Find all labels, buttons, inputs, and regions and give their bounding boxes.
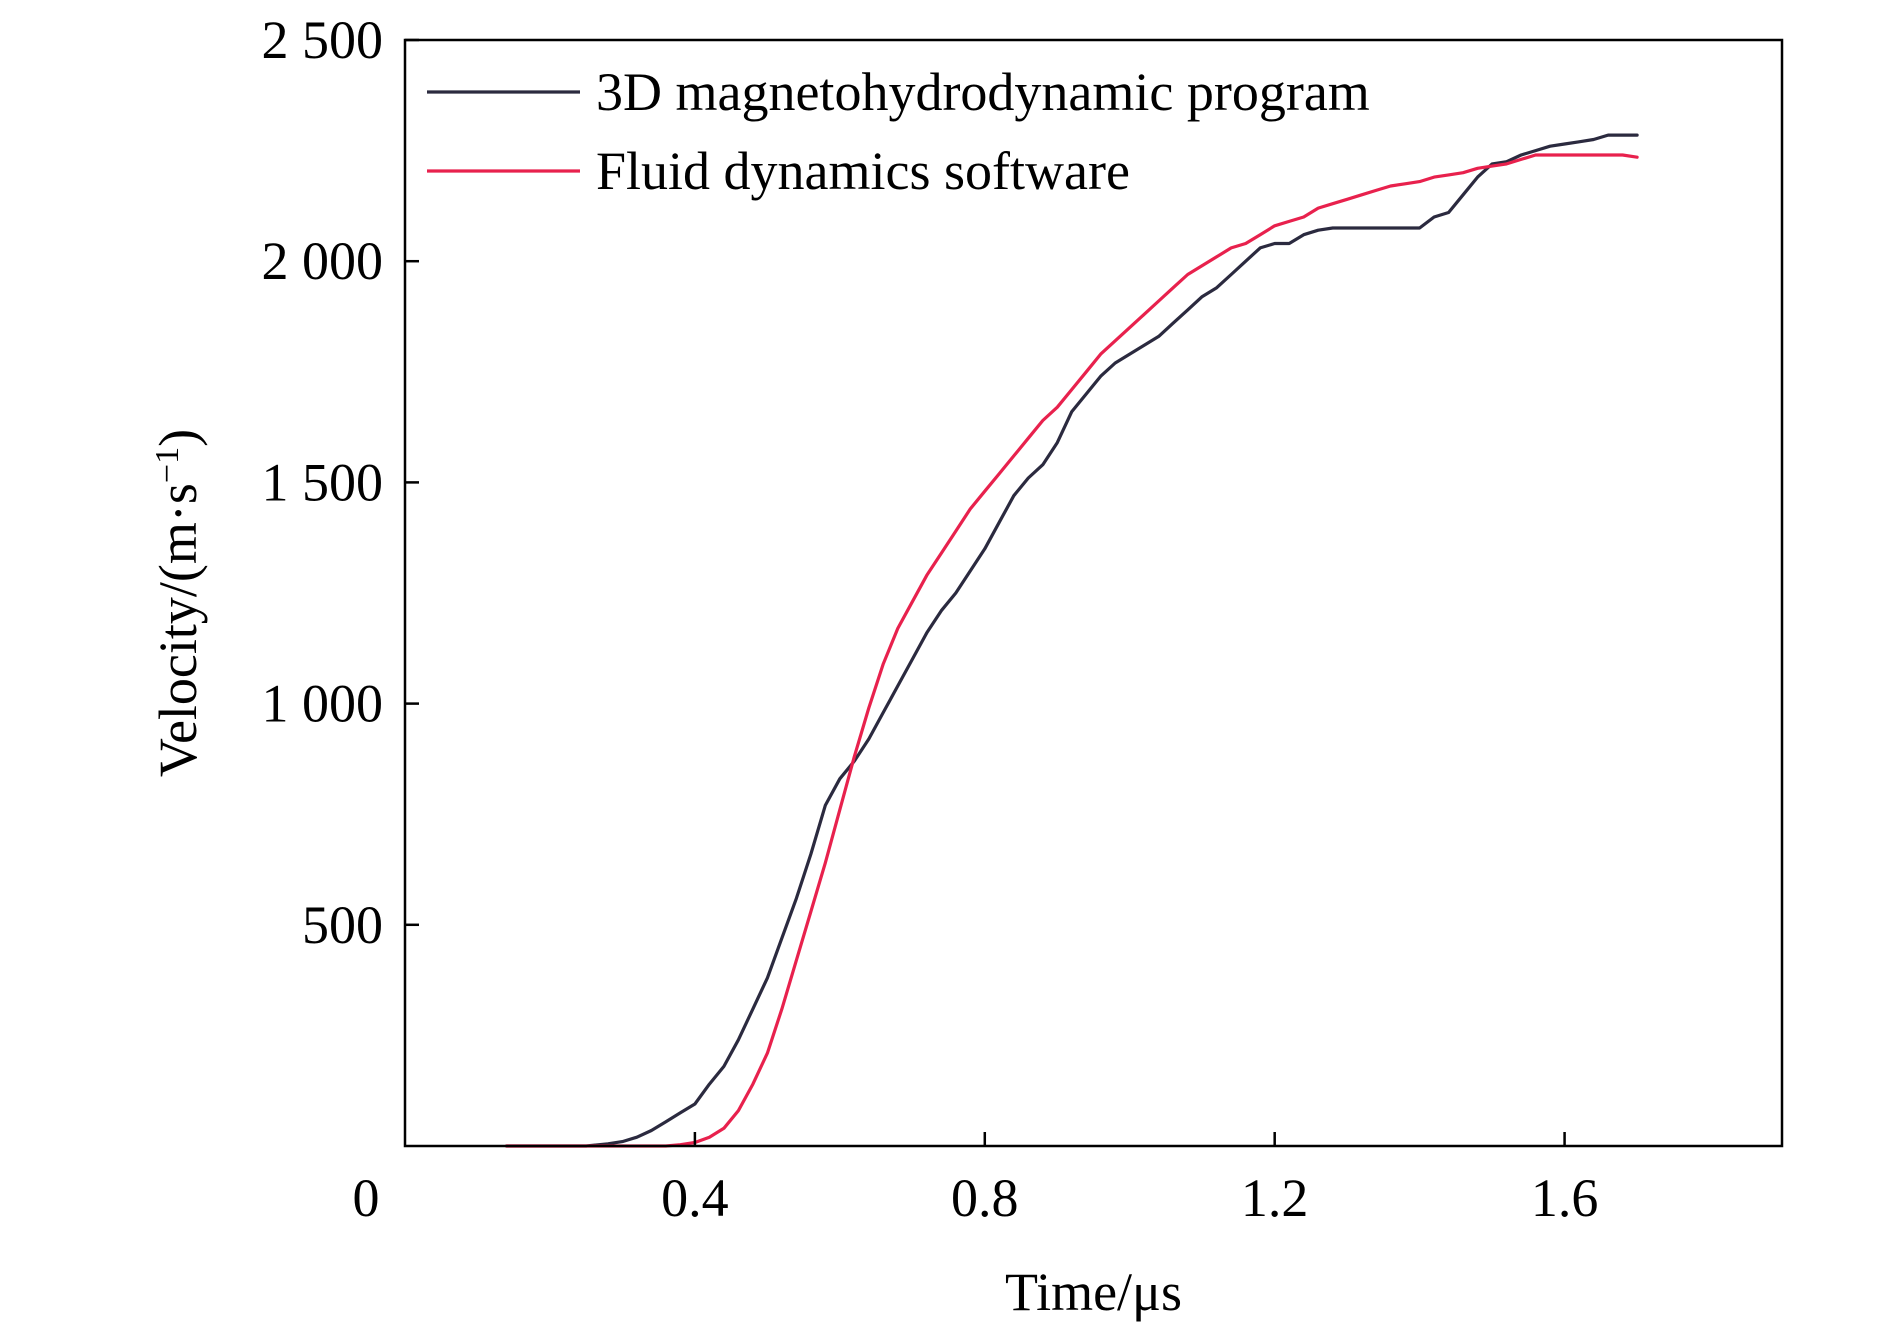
x-tick-label: 1.2: [1241, 1168, 1309, 1228]
y-tick-label: 2 500: [262, 10, 384, 70]
y-axis-label: Velocity/(m·s−1): [148, 429, 208, 777]
x-tick-label: 0.8: [951, 1168, 1019, 1228]
plot-frame: [403, 38, 1784, 1148]
y-tick-label: 500: [302, 895, 383, 955]
legend-label-2: Fluid dynamics software: [596, 141, 1130, 201]
series-line-1: [504, 133, 1639, 1148]
series-line-2: [504, 153, 1639, 1148]
y-tick-label: 1 500: [262, 452, 384, 512]
legend: 3D magnetohydrodynamic program Fluid dyna…: [427, 62, 1370, 201]
y-axis-label-main: Velocity/(m·s: [148, 483, 208, 777]
x-axis-label: Time/μs: [1005, 1262, 1182, 1322]
y-axis-label-unit-exponent: −1: [149, 447, 186, 483]
legend-label-1: 3D magnetohydrodynamic program: [596, 62, 1370, 122]
axis-ticks: 0.4 0.8 1.2 1.6 0 500 1 000 1 500 2 000 2 500: [262, 10, 1599, 1228]
origin-label: 0: [353, 1168, 380, 1228]
x-tick-label: 1.6: [1531, 1168, 1599, 1228]
series-layer: [504, 133, 1639, 1148]
y-axis-label-close: ): [148, 429, 208, 447]
y-tick-label: 1 000: [262, 674, 384, 734]
y-tick-label: 2 000: [262, 231, 384, 291]
x-tick-label: 0.4: [661, 1168, 729, 1228]
